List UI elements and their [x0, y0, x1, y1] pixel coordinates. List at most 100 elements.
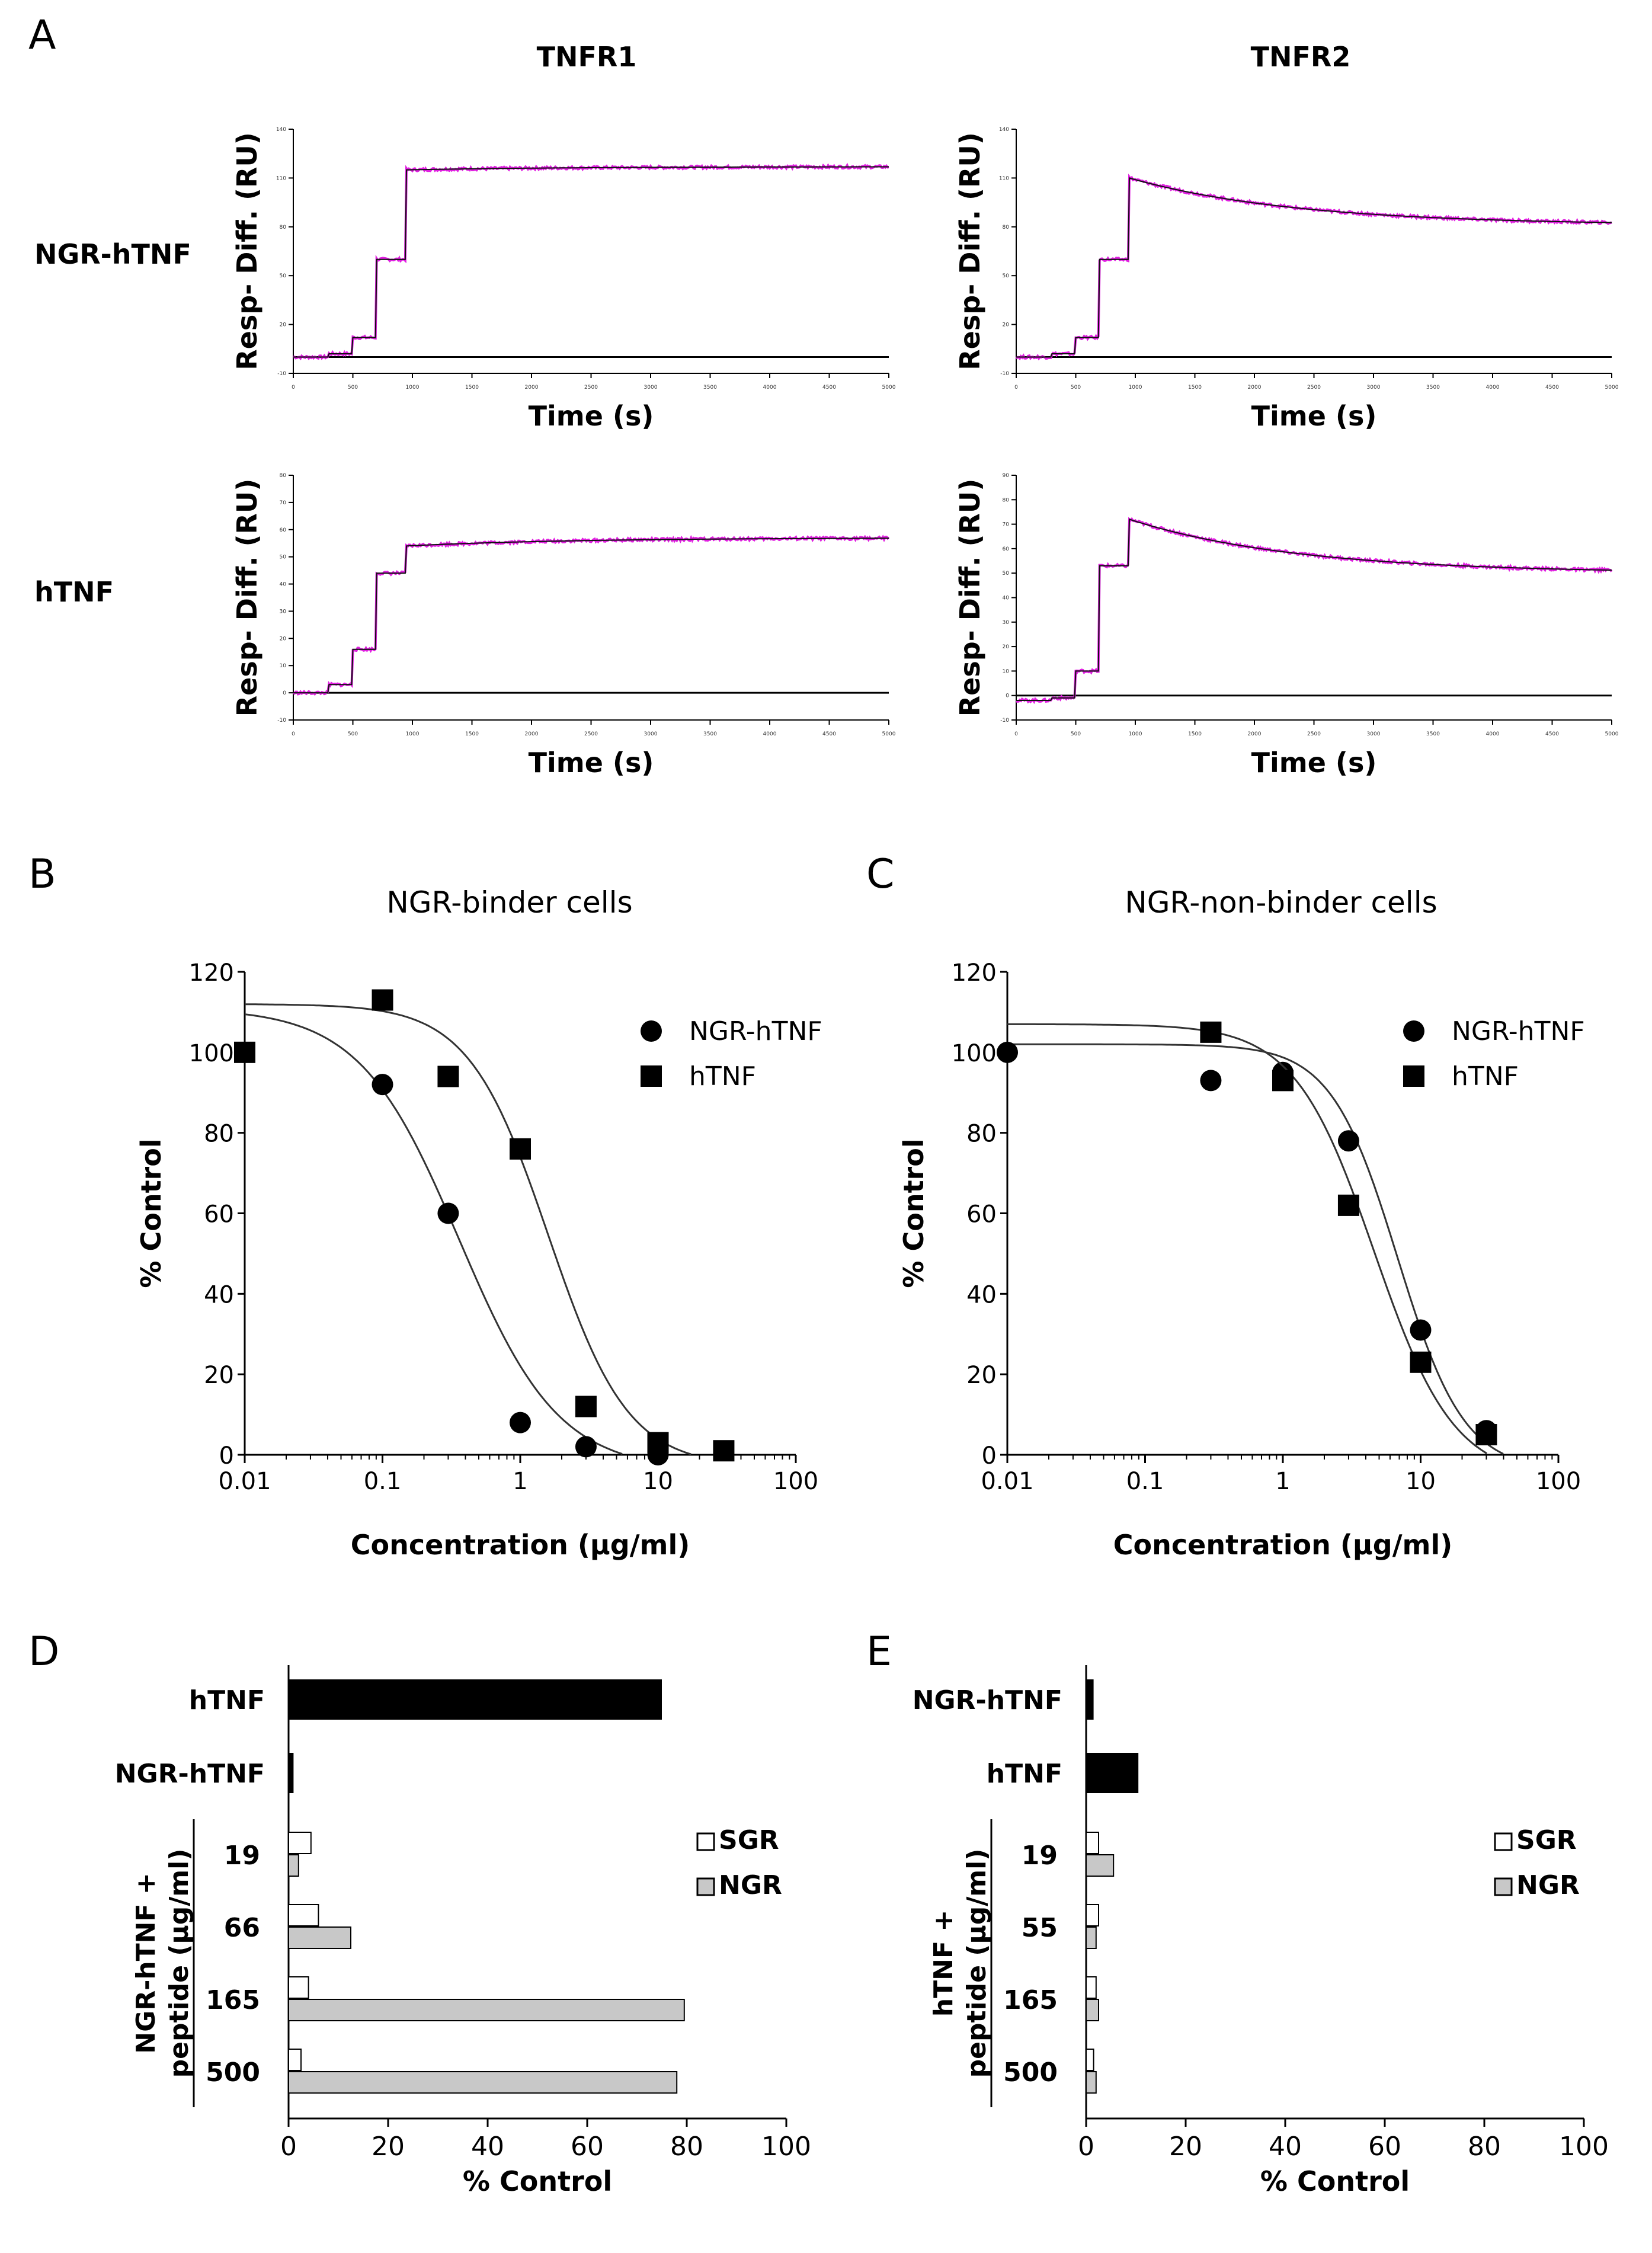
panel-c-title: NGR-non-binder cells: [1125, 885, 1437, 920]
x-tick-label: 60: [1368, 2132, 1401, 2162]
dose-response-ngr-binder-cells: 0 20 40 60 80 100 120 0.01 0.1 1 10 100 NGR-hTNF hTNF…: [135, 959, 822, 1561]
fit-curve: [293, 537, 889, 694]
legend-label-sgr: SGR: [719, 1825, 779, 1855]
y-tick-label: 140: [999, 127, 1009, 133]
x-tick-label: 1: [1275, 1468, 1290, 1495]
y-tick-label: 140: [276, 127, 286, 133]
bar-ngr-500: [288, 2071, 678, 2094]
category-label: 500: [206, 2057, 260, 2088]
x-tick-label: 500: [348, 731, 358, 737]
panel-letter-c: C: [866, 851, 894, 898]
x-tick-label: 4500: [822, 385, 836, 391]
fit-curve: [1016, 518, 1612, 701]
y-tick-label: -10: [277, 371, 286, 377]
x-tick-label: 0: [292, 731, 295, 737]
bar-ngr-htnf: [289, 1753, 294, 1793]
bar-label-ngr-htnf: NGR-hTNF: [913, 1685, 1062, 1716]
x-axis-label: Time (s): [1251, 747, 1377, 779]
panel-letter-a: A: [28, 12, 56, 59]
y-tick-label: 60: [204, 1201, 234, 1228]
y-tick-label: 40: [204, 1281, 234, 1308]
x-tick-label: 3500: [703, 731, 717, 737]
group-label-line-1: hTNF +: [929, 1910, 959, 2017]
x-tick-label: 4500: [822, 731, 836, 737]
x-tick-label: 1000: [1129, 385, 1142, 391]
x-axis-label: Concentration (µg/ml): [1113, 1529, 1452, 1561]
x-tick-label: 3500: [703, 385, 717, 391]
x-tick-label: 2500: [1307, 385, 1321, 391]
data-point-htnf: [1200, 1021, 1222, 1043]
data-point-htnf: [510, 1138, 531, 1160]
x-tick-label: 100: [761, 2132, 811, 2162]
x-tick-label: 4000: [763, 385, 777, 391]
category-label: 165: [206, 1985, 260, 2015]
panel-b-title: NGR-binder cells: [386, 885, 632, 920]
bar-sgr-500: [288, 2049, 302, 2071]
legend-swatch-sgr: [1494, 1832, 1513, 1851]
y-tick-label: 60: [1003, 546, 1010, 552]
x-tick-label: 4500: [1545, 385, 1559, 391]
x-tick-label: 0: [292, 385, 295, 391]
panel-letter-d: D: [28, 1628, 59, 1675]
y-tick-label: 80: [204, 1121, 234, 1148]
y-tick-label: 90: [1003, 473, 1010, 479]
panel-letter-e: E: [866, 1628, 892, 1675]
bar-label-htnf: hTNF: [189, 1685, 265, 1716]
data-point-htnf: [713, 1440, 735, 1462]
legend-marker-ngr-htnf: [1403, 1020, 1424, 1042]
x-tick-label: 0.01: [218, 1468, 271, 1495]
x-tick-label: 20: [1169, 2132, 1202, 2162]
legend-marker-ngr-htnf: [641, 1020, 662, 1042]
y-tick-label: 40: [966, 1281, 997, 1308]
category-label: 165: [1003, 1985, 1058, 2015]
data-point-ngr-htnf: [1200, 1070, 1222, 1092]
x-tick-label: 1000: [406, 731, 420, 737]
bar-ngr-165: [288, 1999, 685, 2021]
y-tick-label: 60: [966, 1201, 997, 1228]
bar-label-htnf: hTNF: [987, 1759, 1062, 1789]
x-tick-label: 40: [1269, 2132, 1302, 2162]
x-tick-label: 500: [1071, 385, 1081, 391]
group-label: NGR-hTNF + peptide (µg/ml): [131, 1849, 194, 2078]
x-tick-label: 3500: [1426, 731, 1440, 737]
x-tick-label: 3000: [644, 731, 658, 737]
y-axis-label: Resp- Diff. (RU): [954, 132, 986, 370]
y-tick-label: 110: [276, 175, 286, 181]
group-label-line-2: peptide (µg/ml): [962, 1849, 992, 2078]
x-axis-label: Time (s): [1251, 400, 1377, 432]
bar-sgr-66: [288, 1904, 319, 1926]
category-label: 19: [1022, 1841, 1058, 1871]
bar-ngr-55: [1086, 1926, 1097, 1949]
x-tick-label: 1000: [1129, 731, 1142, 737]
x-tick-label: 500: [1071, 731, 1081, 737]
x-tick-label: 2500: [584, 385, 598, 391]
bar-sgr-165: [288, 1976, 309, 1999]
legend-label-ngr-htnf: NGR-hTNF: [1452, 1016, 1585, 1047]
bar-sgr-55: [1086, 1904, 1099, 1926]
category-label: 19: [224, 1841, 260, 1871]
group-label-line-1: NGR-hTNF +: [131, 1873, 161, 2054]
bar-ngr-19: [1086, 1854, 1115, 1877]
sensorgram-ngr-htnf-tnfr1: 0 500 1000 1500 2000 2500 3000 3500 4000 4500 5000…: [231, 127, 896, 432]
x-tick-label: 40: [471, 2132, 504, 2162]
bar-sgr-19: [288, 1832, 312, 1854]
y-tick-label: 20: [1003, 644, 1010, 650]
legend-swatch-sgr: [696, 1832, 715, 1851]
panel-a-column-title-tnfr1: TNFR1: [537, 41, 637, 73]
y-tick-label: 10: [280, 663, 287, 669]
bar-sgr-500: [1086, 2049, 1094, 2071]
bar-ngr-66: [288, 1926, 351, 1949]
x-tick-label: 4000: [1486, 731, 1500, 737]
x-tick-label: 2500: [584, 731, 598, 737]
x-tick-label: 1500: [465, 385, 479, 391]
legend-label-htnf: hTNF: [689, 1061, 756, 1092]
data-point-htnf: [372, 989, 393, 1011]
y-axis-label: % Control: [898, 1138, 930, 1288]
bar-htnf: [1086, 1753, 1139, 1793]
data-point-ngr-htnf: [437, 1202, 459, 1224]
y-tick-label: 120: [952, 959, 997, 987]
x-tick-label: 4000: [1486, 385, 1500, 391]
x-tick-label: 1500: [465, 731, 479, 737]
x-tick-label: 3000: [1367, 731, 1381, 737]
panel-letter-b: B: [28, 851, 56, 898]
